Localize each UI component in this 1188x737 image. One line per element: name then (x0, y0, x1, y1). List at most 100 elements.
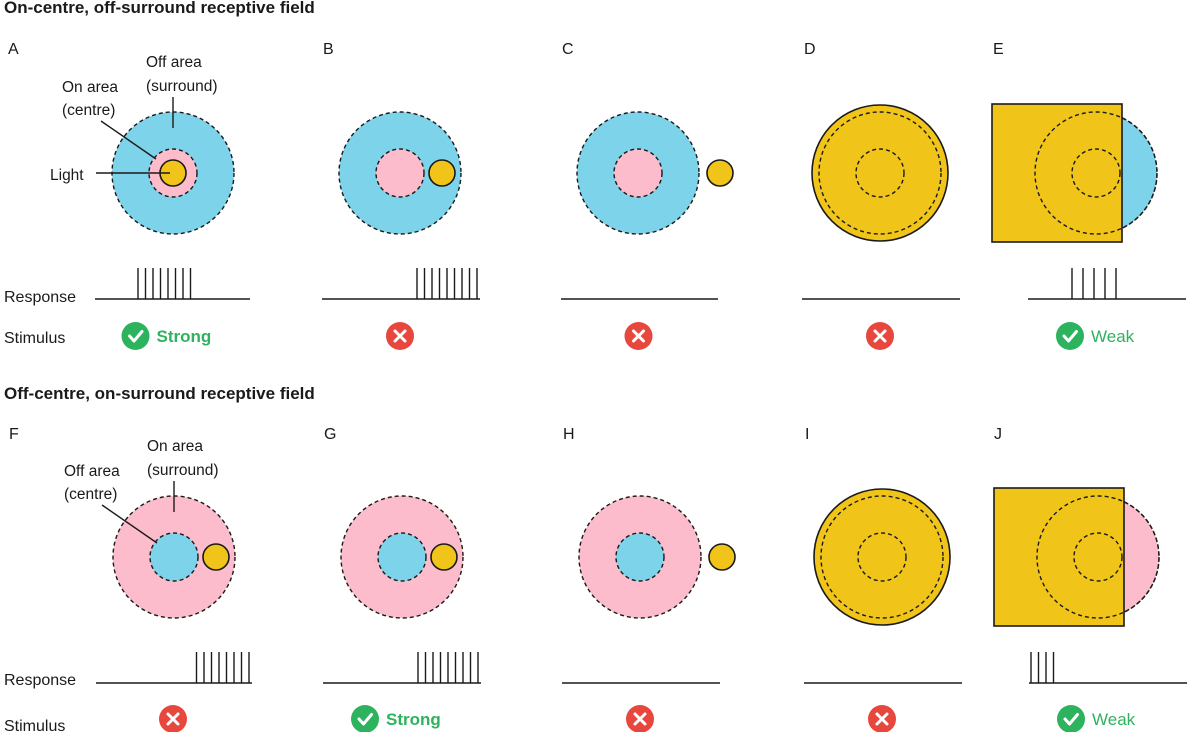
light-spot-f (202, 543, 230, 571)
centre-label-line1: Off area (64, 463, 120, 480)
centre-pointer (100, 120, 157, 160)
row-title-on-centre: On-centre, off-surround receptive field (4, 0, 315, 17)
verdict-label-a: Strong (157, 327, 212, 346)
cross-icon-b (386, 322, 414, 350)
panel-letter-f: F (9, 426, 19, 443)
square-light-e (991, 103, 1123, 243)
centre-label-line2: (centre) (62, 102, 115, 119)
full-field-light-d (811, 104, 949, 242)
light-spot-b (428, 159, 456, 187)
surround-outline-f (112, 495, 236, 619)
centre-pointer (101, 504, 158, 544)
centre-area-b (376, 149, 424, 197)
panel-c: C (561, 41, 734, 350)
full-field-light-i (813, 488, 951, 626)
centre-outline-h (615, 532, 665, 582)
centre-outline-b (375, 148, 425, 198)
surround-outline-e (1034, 111, 1158, 235)
row-title-off-centre: Off-centre, on-surround receptive field (4, 384, 315, 403)
cross-icon-h (626, 705, 654, 733)
centre-outline-j (1073, 532, 1123, 582)
light-label: Light (50, 167, 84, 184)
panel-letter-g: G (324, 426, 336, 443)
light-spot-g (430, 543, 458, 571)
verdict-label-g: Strong (386, 710, 441, 729)
surround-outline-h (578, 495, 702, 619)
light-spot-h (708, 543, 736, 571)
check-badge-e (1056, 322, 1084, 350)
panel-letter-c: C (562, 41, 574, 58)
check-icon-a (121, 322, 150, 350)
panel-letter-a: A (8, 41, 19, 58)
centre-label-line2: (centre) (64, 486, 117, 503)
panel-e: E Weak (991, 41, 1186, 350)
check-icon-e (1056, 322, 1084, 350)
panel-letter-h: H (563, 426, 575, 443)
check-icon-j (1057, 705, 1085, 733)
stimulus-label: Stimulus (4, 718, 65, 732)
row-on-centre: On-centre, off-surround receptive field R… (4, 0, 1186, 350)
stimulus-label: Stimulus (4, 330, 65, 347)
surround-outline-c (576, 111, 700, 235)
centre-outline-f (149, 532, 199, 582)
panel-letter-e: E (993, 41, 1004, 58)
centre-label-line1: On area (62, 79, 118, 96)
centre-outline-g (377, 532, 427, 582)
cross-mark-b (393, 329, 407, 343)
cross-mark-h (633, 712, 647, 726)
surround-outline-j (1036, 495, 1160, 619)
surround-label-line1: On area (147, 438, 203, 455)
cross-icon-c (624, 322, 653, 350)
surround-label-line1: Off area (146, 54, 202, 71)
surround-outline-i (820, 495, 944, 619)
centre-outline-e (1071, 148, 1121, 198)
surround-label-line2: (surround) (146, 78, 218, 95)
cross-mark-f (166, 712, 180, 726)
check-badge-j (1057, 705, 1085, 733)
check-mark-a (128, 330, 144, 343)
centre-area-g (378, 533, 426, 581)
surround-label-line2: (surround) (147, 462, 219, 479)
row-off-centre: Off-centre, on-surround receptive field R… (4, 384, 1187, 735)
panel-h: H (562, 426, 736, 733)
response-label: Response (4, 672, 76, 689)
panel-b: B (322, 41, 480, 350)
annotations-off-centre: On area (surround) Off area (centre) (64, 438, 219, 544)
surround-outline-g (340, 495, 464, 619)
check-mark-g (357, 713, 373, 726)
panel-g: G Strong (323, 426, 481, 733)
panel-j: J Weak (993, 426, 1187, 733)
cross-mark-c (632, 329, 645, 343)
surround-outline-b (338, 111, 462, 235)
panel-letter-i: I (805, 426, 809, 443)
panel-a: A Strong (8, 41, 250, 350)
panel-letter-j: J (994, 426, 1002, 443)
centre-outline-a (148, 148, 198, 198)
surround-outline-d (818, 111, 942, 235)
check-mark-j (1063, 713, 1079, 726)
centre-outline-i (857, 532, 907, 582)
panel-d: D (802, 41, 960, 350)
check-icon-g (351, 705, 379, 733)
verdict-label-j: Weak (1092, 710, 1136, 729)
panel-f: F (9, 426, 252, 733)
centre-area-c (614, 149, 662, 197)
panel-letter-b: B (323, 41, 334, 58)
centre-area-f (150, 533, 198, 581)
check-badge-a (121, 322, 150, 350)
centre-outline-c (613, 148, 663, 198)
cross-icon-i (868, 705, 896, 733)
centre-outline-d (855, 148, 905, 198)
panel-letter-d: D (804, 41, 816, 58)
square-light-j (993, 487, 1125, 627)
panel-i: I (804, 426, 962, 733)
cross-icon-d (866, 322, 894, 350)
verdict-label-e: Weak (1091, 327, 1135, 346)
cross-icon-f (159, 705, 187, 733)
annotations-on-centre: Off area (surround) On area (centre) Light (50, 54, 218, 184)
check-mark-e (1062, 330, 1078, 343)
cross-mark-d (873, 329, 887, 343)
response-label: Response (4, 289, 76, 306)
